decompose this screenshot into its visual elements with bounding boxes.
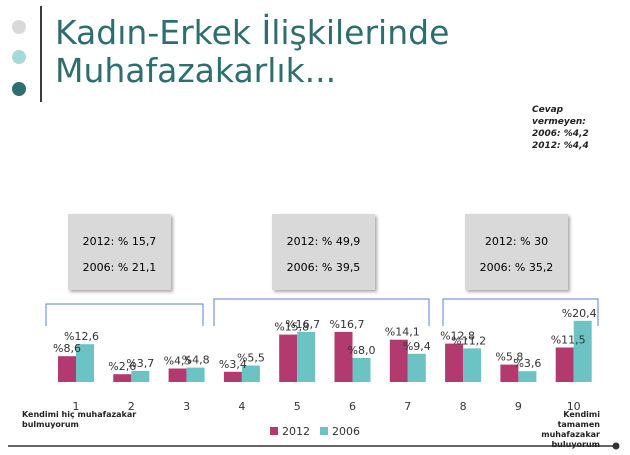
decor-dot-light — [12, 20, 26, 34]
group-bracket-2 — [213, 298, 430, 326]
bar-2012-cat-1 — [58, 356, 76, 382]
group-bracket-3 — [442, 298, 599, 326]
legend-label-2012: 2012 — [282, 425, 310, 438]
category-label-4: 4 — [238, 400, 245, 413]
bar-2006-cat-2 — [131, 370, 150, 382]
category-label-5: 5 — [294, 400, 301, 413]
bar-2012-cat-9 — [500, 364, 519, 382]
category-label-6: 6 — [349, 400, 356, 413]
category-label-10: 10 — [567, 400, 581, 413]
scale-right-line-3: buluyorum — [551, 440, 600, 449]
group-bracket-1 — [45, 303, 204, 326]
note-line-3: 2006: %4,2 — [532, 129, 589, 139]
group-summary-box-3: 2012: % 30 2006: % 35,2 — [465, 214, 568, 290]
category-label-9: 9 — [515, 400, 522, 413]
group-3-2006: 2006: % 35,2 — [479, 261, 554, 274]
bar-2006-cat-4 — [241, 365, 260, 382]
value-label-2006-cat-2: %3,7 — [126, 357, 154, 370]
category-label-8: 8 — [460, 400, 467, 413]
scale-left-line-2: bulmuyorum — [22, 420, 79, 429]
scale-left-line-1: Kendimi hiç muhafazakar — [22, 410, 137, 419]
note-line-2: vermeyen: — [532, 117, 586, 127]
value-label-2012-cat-6: %16,7 — [330, 318, 365, 331]
legend-swatch-2006 — [320, 427, 328, 435]
legend-label-2006: 2006 — [332, 425, 360, 438]
value-label-2012-cat-2: %2,6 — [108, 360, 136, 373]
bar-2012-cat-6 — [334, 331, 353, 382]
bar-2006-cat-10 — [573, 320, 592, 382]
value-label-2012-cat-4: %3,4 — [219, 358, 247, 371]
scale-axis-end-dot — [612, 442, 620, 450]
group-3-2012: 2012: % 30 — [484, 235, 549, 248]
group-2-2006: 2006: % 39,5 — [286, 261, 361, 274]
slide-title: Kadın-Erkek İlişkilerinde Muhafazakarlık… — [55, 14, 449, 90]
group-1-2012: 2012: % 15,7 — [82, 235, 157, 248]
bar-2012-cat-3 — [168, 368, 187, 382]
value-label-2006-cat-9: %3,6 — [513, 357, 541, 370]
bar-2006-cat-1 — [76, 344, 94, 382]
value-label-2012-cat-8: %12,8 — [440, 330, 475, 343]
value-label-2006-cat-7: %9,4 — [403, 340, 431, 353]
title-line-2: Muhafazakarlık... — [55, 51, 337, 90]
bar-2006-cat-6 — [352, 358, 371, 382]
bar-2006-cat-5 — [297, 331, 316, 382]
value-label-2012-cat-10: %11,5 — [551, 334, 586, 347]
bar-2012-cat-8 — [445, 343, 464, 382]
value-label-2012-cat-1: %8,6 — [53, 342, 81, 355]
scale-label-right: Kendimi tamamen muhafazakar buluyorum — [520, 410, 600, 450]
bar-2006-cat-8 — [463, 348, 482, 382]
group-summary-box-2: 2012: % 49,9 2006: % 39,5 — [272, 214, 375, 290]
note-line-1: Cevap — [532, 105, 564, 115]
value-label-2006-cat-6: %8,0 — [348, 344, 376, 357]
value-label-2012-cat-5: %15,8 — [274, 321, 309, 334]
value-label-2006-cat-4: %5,5 — [237, 352, 265, 365]
bar-2006-cat-7 — [407, 353, 426, 382]
bar-2012-cat-2 — [113, 374, 132, 382]
group-1-2006: 2006: % 21,1 — [82, 261, 157, 274]
scale-right-line-1: Kendimi tamamen — [557, 410, 600, 429]
group-summary-box-1: 2012: % 15,7 2006: % 21,1 — [68, 214, 171, 290]
bar-2006-cat-3 — [186, 367, 205, 382]
value-label-2006-cat-5: %16,7 — [285, 318, 320, 331]
category-label-3: 3 — [183, 400, 190, 413]
legend-swatch-2012 — [270, 427, 278, 435]
value-label-2012-cat-7: %14,1 — [385, 326, 420, 339]
bar-2012-cat-7 — [389, 339, 408, 382]
value-label-2006-cat-8: %11,2 — [451, 334, 486, 347]
value-label-2012-cat-3: %4,5 — [164, 355, 192, 368]
category-label-7: 7 — [404, 400, 411, 413]
value-label-2006-cat-10: %20,4 — [562, 307, 597, 320]
value-label-2012-cat-9: %5,8 — [495, 351, 523, 364]
group-2-2012: 2012: % 49,9 — [286, 235, 361, 248]
bar-2006-cat-9 — [518, 371, 537, 382]
value-label-2006-cat-3: %4,8 — [182, 354, 210, 367]
title-line-1: Kadın-Erkek İlişkilerinde — [55, 13, 450, 52]
bar-2012-cat-4 — [223, 371, 242, 382]
decor-dot-mid — [12, 50, 26, 64]
scale-label-left: Kendimi hiç muhafazakar bulmuyorum — [22, 410, 136, 430]
bar-2012-cat-5 — [279, 334, 298, 382]
bar-2012-cat-10 — [555, 347, 574, 382]
decor-dot-dark — [12, 82, 26, 96]
no-answer-note: Cevap vermeyen: 2006: %4,2 2012: %4,4 — [532, 104, 589, 152]
value-label-2006-cat-1: %12,6 — [64, 330, 99, 343]
note-line-4: 2012: %4,4 — [532, 141, 589, 151]
category-label-1: 1 — [73, 400, 80, 413]
title-divider — [40, 6, 42, 102]
category-label-2: 2 — [128, 400, 135, 413]
scale-right-line-2: muhafazakar — [541, 430, 600, 439]
